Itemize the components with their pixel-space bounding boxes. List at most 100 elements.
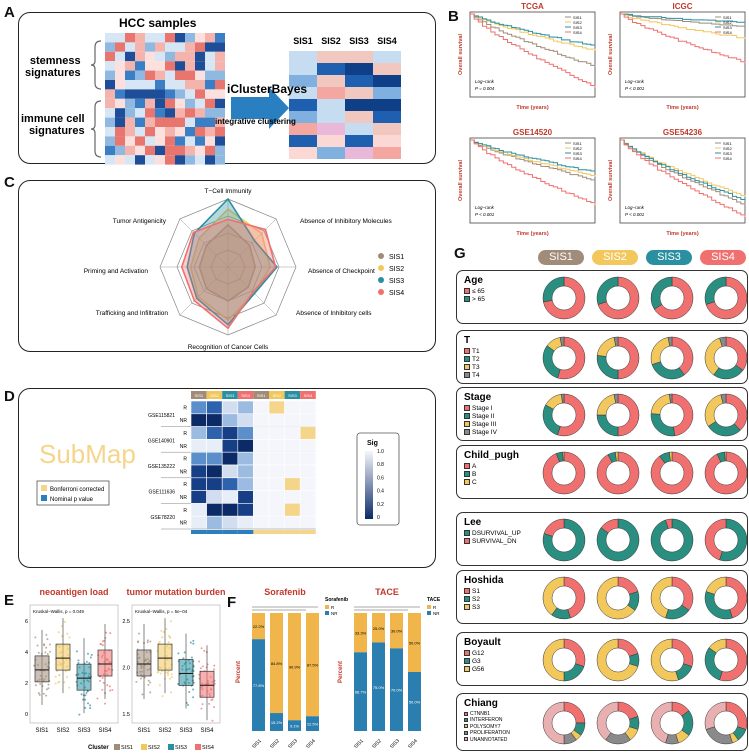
- jitter-point: [211, 719, 214, 722]
- boxplot-xtick: SIS4: [200, 728, 214, 734]
- group-legend-item: G12: [464, 650, 484, 657]
- heat-cell-a: [115, 155, 125, 165]
- km-xlabel: Time (years): [516, 105, 548, 111]
- donut-slice-SIS4: [704, 701, 727, 730]
- jitter-point: [54, 675, 57, 678]
- jitter-point: [88, 662, 91, 665]
- jitter-point: [199, 667, 202, 670]
- jitter-point: [86, 652, 89, 655]
- submap-cell: [221, 503, 239, 517]
- bar-segment-R: [390, 613, 403, 649]
- boxplot-ytick: 2.5: [122, 619, 130, 625]
- heat-cell-a: [135, 33, 145, 43]
- group-legend-item: T3: [464, 364, 480, 371]
- km-pvalue: Log−rank: [625, 205, 645, 210]
- heat-cell-a: [135, 98, 145, 109]
- km-legend-label: SIS2: [573, 20, 582, 25]
- submap-cell: [284, 490, 301, 504]
- panel-b: TCGA Overall survival Time (years) Log−rank…: [448, 0, 749, 250]
- jitter-point: [46, 653, 49, 656]
- heat-cell-a: [175, 98, 185, 109]
- heat-cell-a: [215, 136, 225, 146]
- group-title: Child_pugh: [464, 450, 519, 461]
- group-lee: Lee DSURVIVAL_UP SURVIVAL_DN: [456, 512, 748, 566]
- heat-cell-a: [145, 70, 155, 80]
- bar-label: 30.0%: [391, 629, 403, 634]
- donut-slice-SIS1: [543, 518, 565, 537]
- heat-cell-a: [185, 98, 195, 109]
- jitter-point: [84, 698, 87, 701]
- heat-cell-a: [145, 98, 155, 109]
- legend-label: PROLIFERATION: [470, 730, 510, 737]
- boxplot-xtick: SIS3: [77, 728, 91, 734]
- heat-cell-a: [135, 155, 145, 165]
- group-t: T T1 T2 T3 T4: [456, 330, 748, 384]
- heat-cell-a: [145, 33, 155, 43]
- donut-row: [542, 518, 748, 562]
- km-frame: [469, 137, 596, 224]
- radar-legend-dot: [378, 277, 384, 283]
- radar-spoke: [227, 218, 277, 268]
- group-legend-item: S3: [464, 604, 480, 611]
- heat-cell-a: [215, 145, 225, 156]
- panel-label-e: E: [4, 592, 15, 609]
- bar-label: 87.5%: [307, 663, 319, 668]
- radar-legend-label: SIS3: [389, 278, 404, 285]
- group-legend-item: ≤ 65: [464, 288, 485, 295]
- submap-cell: [237, 426, 254, 440]
- heat-cell-a: [175, 108, 185, 118]
- donut-slice-SIS4: [704, 647, 723, 681]
- panel-label-f: F: [227, 594, 237, 611]
- jitter-point: [141, 693, 144, 696]
- legend-swatch: [464, 421, 470, 428]
- heat-cell-cluster: [289, 87, 317, 99]
- heat-cell-cluster: [289, 99, 317, 111]
- box: [157, 643, 173, 671]
- bar-xtick: SIS2: [371, 738, 383, 750]
- jitter-point: [149, 640, 152, 643]
- submap-cell: [206, 515, 223, 530]
- donut-slice-SIS1: [542, 518, 586, 562]
- jitter-point: [60, 625, 63, 628]
- bar-label: 25.0%: [373, 626, 385, 631]
- heat-cell-cluster: [345, 123, 373, 135]
- heat-cell-cluster: [373, 75, 401, 87]
- heat-cell-cluster: [289, 75, 317, 87]
- g-header-SIS3: SIS3: [646, 250, 692, 265]
- heat-cell-cluster: [317, 147, 345, 159]
- km-legend-label: SIS4: [573, 30, 582, 35]
- submap-cell: [284, 426, 301, 440]
- submap-cell: [206, 490, 223, 504]
- donut-slice-SIS1: [542, 576, 565, 616]
- bar-legend-title: Sorafenib: [325, 597, 348, 603]
- donut-slice-SIS2: [596, 701, 619, 741]
- submap-bottom-strip: [269, 530, 285, 534]
- heat-cell-a: [155, 42, 165, 52]
- heat-cell-cluster: [345, 99, 373, 111]
- submap-cell: [206, 503, 223, 517]
- donut-row: [542, 276, 748, 320]
- box: [199, 670, 215, 698]
- sig-tick: 0: [377, 515, 380, 521]
- submap-cell: [190, 413, 207, 427]
- jitter-point: [104, 636, 107, 639]
- bar-ylabel: Percent: [236, 661, 242, 683]
- submap-cell: [299, 477, 317, 491]
- donut-slice-SIS4: [719, 638, 748, 682]
- group-legend-item: B: [464, 471, 476, 478]
- submap-cell: [221, 413, 239, 427]
- jitter-point: [47, 687, 50, 690]
- legend-label: POLYSOMY7: [470, 723, 501, 730]
- donut-slice-SIS3: [667, 336, 673, 347]
- heat-cell-a: [135, 80, 145, 90]
- heat-cell-a: [135, 61, 145, 71]
- heat-cell-cluster: [345, 75, 373, 87]
- submap-header: [269, 391, 285, 399]
- donut-slice-SIS2: [596, 394, 617, 416]
- submap-bottom-strip: [237, 530, 254, 534]
- heat-cell-a: [195, 108, 205, 118]
- heat-cell-a: [215, 70, 225, 80]
- jitter-point: [109, 632, 112, 635]
- jitter-point: [45, 694, 48, 697]
- submap-row: R: [183, 431, 187, 437]
